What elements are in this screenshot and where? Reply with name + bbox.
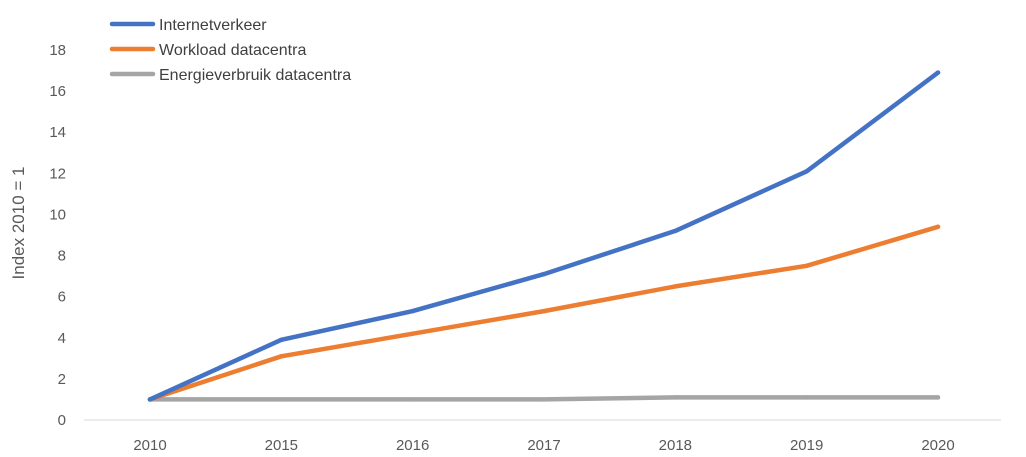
- data-point: [279, 397, 284, 402]
- y-tick-label: 2: [58, 371, 66, 388]
- legend-label: Energieverbruik datacentra: [159, 67, 351, 84]
- y-tick-label: 6: [58, 289, 66, 306]
- x-tick-label: 2019: [790, 437, 823, 454]
- x-tick-label: 2015: [265, 437, 298, 454]
- data-point: [935, 395, 941, 400]
- data-point: [935, 70, 941, 75]
- data-point: [410, 397, 415, 402]
- data-point: [804, 395, 809, 400]
- data-point: [673, 228, 678, 234]
- x-tick-label: 2010: [133, 437, 166, 454]
- y-tick-label: 8: [58, 248, 66, 265]
- y-tick-label: 16: [49, 83, 66, 100]
- x-tick-label: 2020: [921, 437, 954, 454]
- data-point: [279, 354, 284, 359]
- data-point: [541, 308, 547, 314]
- y-axis-ticks: 0 2 4 6 8 10 12 14 16 18: [49, 42, 66, 429]
- x-axis-ticks: 2010 2015 2016 2017 2018 2019 2020: [133, 437, 954, 454]
- data-point: [410, 331, 415, 336]
- y-tick-label: 12: [49, 165, 66, 182]
- x-tick-label: 2017: [527, 437, 560, 454]
- x-tick-label: 2018: [659, 437, 692, 454]
- y-tick-label: 10: [49, 206, 66, 223]
- legend-label: Workload datacentra: [159, 42, 306, 59]
- series-line: [147, 70, 941, 402]
- data-point: [804, 263, 809, 269]
- data-point: [541, 397, 547, 402]
- data-point: [147, 397, 153, 402]
- data-point: [410, 308, 415, 314]
- data-point: [935, 224, 941, 229]
- data-point: [279, 337, 284, 343]
- series-lines: [147, 70, 941, 402]
- x-tick-label: 2016: [396, 437, 429, 454]
- y-tick-label: 18: [49, 42, 66, 59]
- y-tick-label: 0: [58, 412, 66, 429]
- data-point: [673, 395, 678, 400]
- data-point: [541, 271, 547, 277]
- y-tick-label: 14: [49, 124, 66, 141]
- data-point: [804, 169, 809, 174]
- legend: Internetverkeer Workload datacentra Energi…: [109, 17, 351, 84]
- y-axis-title: Index 2010 = 1: [9, 167, 28, 280]
- y-tick-label: 4: [58, 330, 66, 347]
- data-point: [673, 284, 678, 289]
- legend-label: Internetverkeer: [159, 17, 267, 34]
